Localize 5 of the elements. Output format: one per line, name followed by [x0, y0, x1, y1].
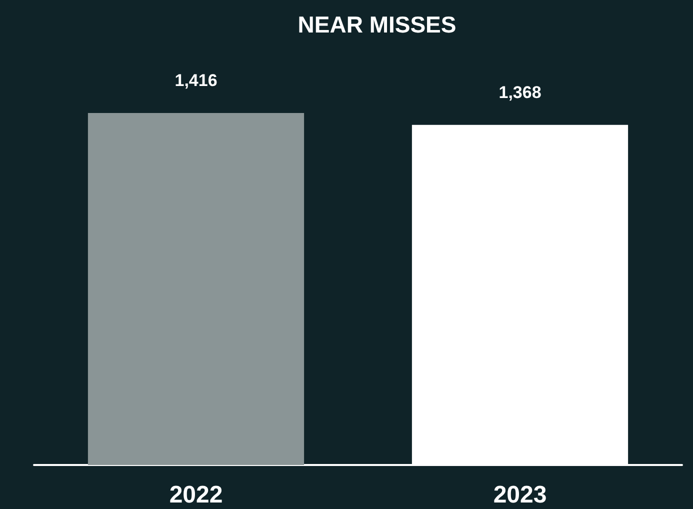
- x-tick-label: 2022: [169, 482, 223, 508]
- data-label: 1,416: [174, 71, 218, 90]
- x-tick-label: 2023: [493, 482, 547, 508]
- chart-title: NEAR MISSES: [298, 12, 456, 38]
- data-label: 1,368: [498, 82, 542, 102]
